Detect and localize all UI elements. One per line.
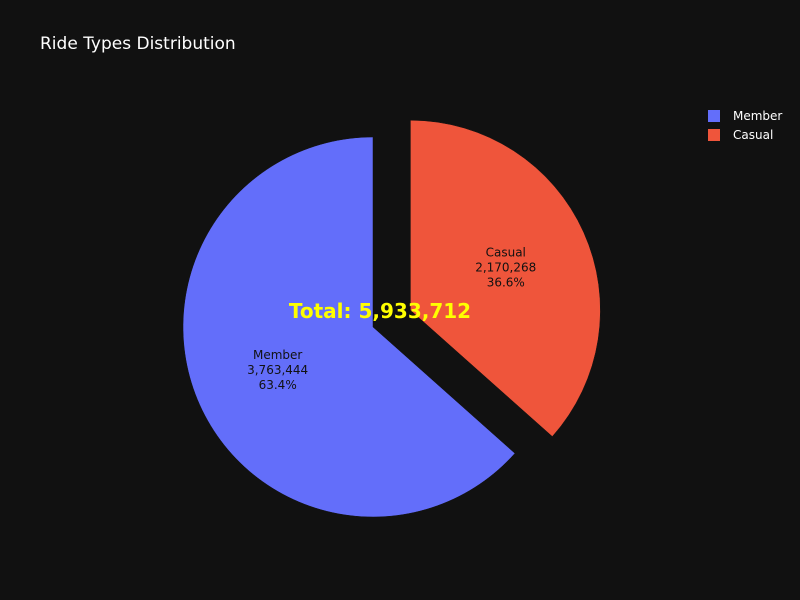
legend-swatch-member [708, 109, 720, 122]
pie-label-casual: Casual [486, 245, 526, 259]
center-total-annotation: Total: 5,933,712 [289, 299, 471, 323]
pie-percent-casual: 36.6% [487, 275, 525, 289]
legend-item-member[interactable]: Member [708, 106, 782, 125]
pie-value-member: 3,763,444 [247, 363, 308, 377]
legend-label-member: Member [733, 108, 783, 123]
legend-label-casual: Casual [733, 127, 774, 142]
pie-value-casual: 2,170,268 [475, 260, 536, 274]
pie-label-member: Member [253, 348, 302, 362]
pie-slice-member[interactable] [182, 136, 516, 518]
legend-item-casual[interactable]: Casual [708, 125, 782, 144]
chart-title: Ride Types Distribution [40, 34, 236, 54]
legend-swatch-casual [708, 128, 720, 141]
legend: Member Casual [708, 106, 782, 144]
pie-percent-member: 63.4% [259, 378, 297, 392]
pie-slice-casual[interactable] [410, 119, 601, 437]
